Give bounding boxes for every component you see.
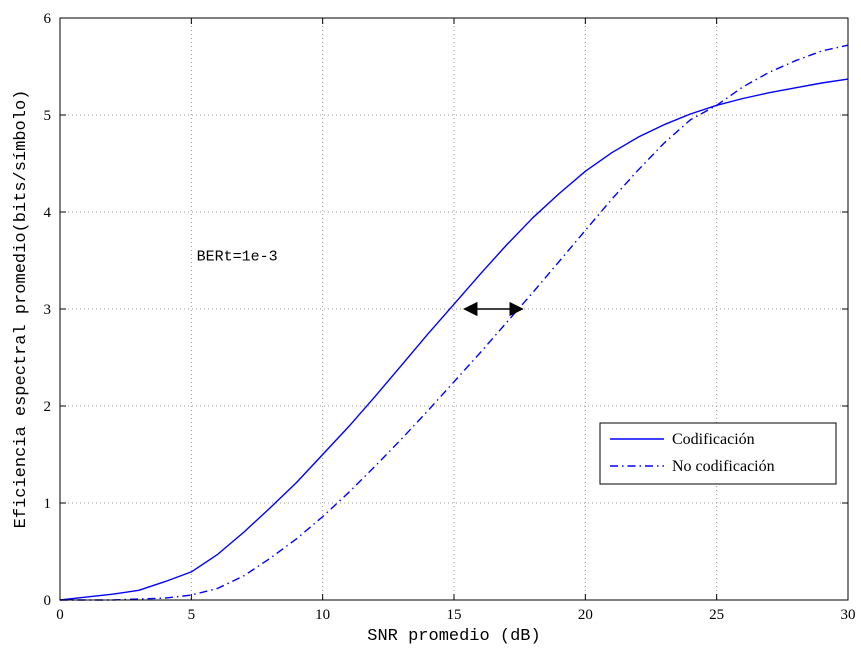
x-tick-label: 25	[709, 607, 724, 623]
x-tick-label: 0	[56, 607, 64, 623]
y-tick-label: 6	[44, 11, 52, 27]
legend-label-codificacion: Codificación	[672, 431, 755, 448]
series-layer	[59, 44, 849, 601]
y-tick-label: 0	[44, 593, 52, 609]
legend-label-no-codificacion: No codificación	[672, 458, 775, 475]
annotation-text: BERt=1e-3	[197, 249, 278, 266]
grid	[60, 18, 848, 600]
y-tick-label: 2	[44, 399, 52, 415]
x-tick-label: 20	[578, 607, 593, 623]
x-tick-label: 15	[447, 607, 462, 623]
ticks: 0 5 10 15 20 25 30 0 1 2 3 4 5 6	[44, 11, 856, 623]
y-tick-label: 3	[44, 302, 52, 318]
y-tick-label: 1	[44, 496, 52, 512]
y-tick-label: 4	[44, 205, 52, 221]
x-tick-label: 30	[841, 607, 856, 623]
legend-box	[599, 422, 837, 485]
series-line-no-codificacion	[60, 44, 849, 601]
x-axis-title: SNR promedio (dB)	[367, 627, 540, 646]
x-tick-label: 5	[188, 607, 196, 623]
x-tick-label: 10	[315, 607, 330, 623]
y-axis-title: Eficiencia espectral promedio(bits/símbo…	[12, 90, 31, 529]
y-tick-label: 5	[44, 108, 52, 124]
plot-background	[60, 18, 848, 600]
legend: Codificación No codificación	[599, 422, 837, 485]
